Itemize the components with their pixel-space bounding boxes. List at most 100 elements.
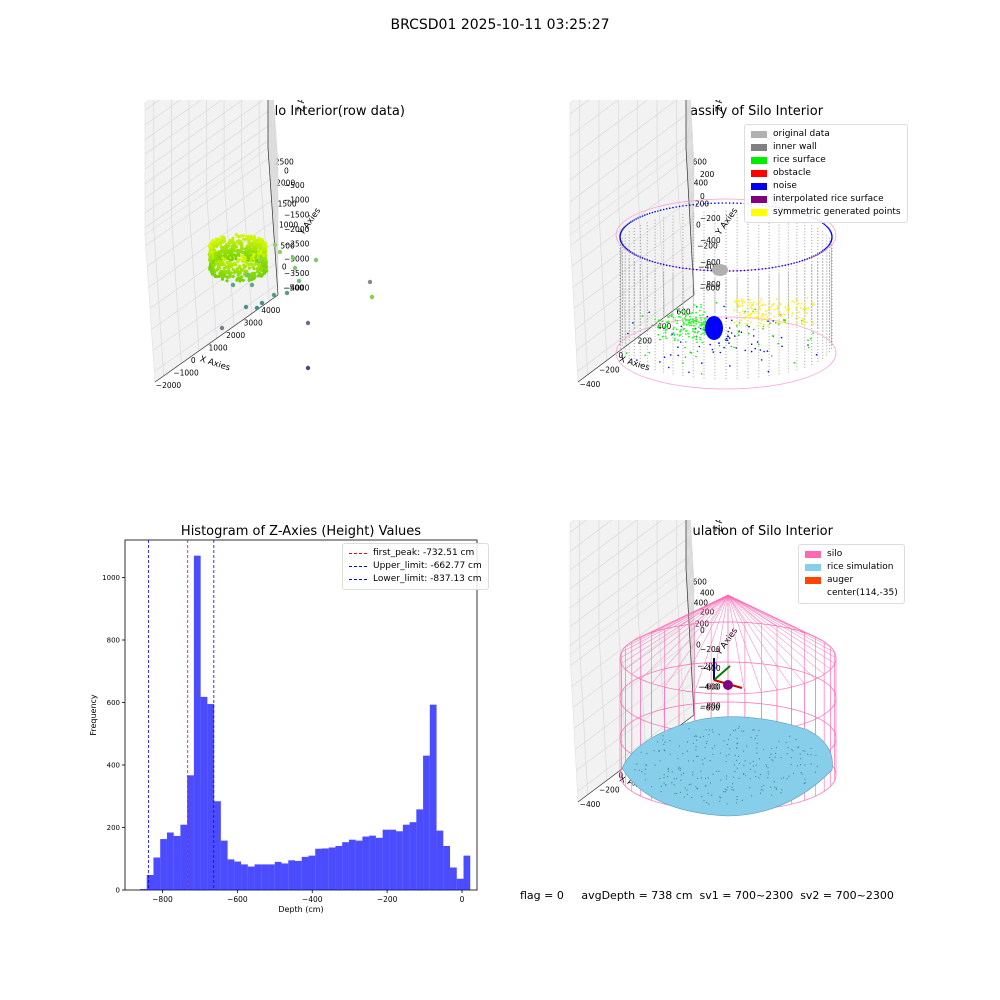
rice-mesh-point	[733, 764, 735, 766]
data-point	[221, 247, 225, 251]
noise-point	[620, 242, 623, 244]
surface-point	[772, 334, 774, 337]
data-point	[245, 272, 251, 278]
rice-mesh-point	[654, 764, 656, 766]
silo-roof-wire	[727, 594, 778, 627]
rice-mesh-point	[724, 788, 726, 790]
rice-surface-point	[701, 322, 703, 324]
rice-mesh-point	[705, 777, 707, 779]
data-point	[224, 246, 229, 250]
rice-surface-point	[700, 306, 702, 309]
histogram-bar	[321, 848, 329, 890]
data-point	[229, 265, 233, 269]
data-point	[271, 292, 277, 298]
rice-mesh-point	[752, 729, 754, 731]
rice-mesh-point	[697, 777, 699, 779]
rice-mesh-point	[732, 776, 735, 778]
noise-point	[790, 263, 793, 265]
noise-point	[830, 240, 832, 243]
noise-point	[635, 218, 637, 220]
rice-mesh-point	[705, 742, 708, 745]
rice-surface-point	[658, 327, 660, 329]
symmetric-point	[795, 307, 798, 310]
surface-point	[727, 335, 729, 338]
legend-entry-symmetric-generated-points: symmetric generated points	[751, 206, 901, 219]
surface-point	[695, 335, 698, 338]
grid-line	[144, 100, 223, 155]
noise-point	[688, 204, 691, 206]
rice-mesh-point	[695, 786, 697, 788]
noise-point	[629, 251, 632, 253]
grid-line	[574, 662, 692, 750]
noise-point	[829, 242, 832, 244]
data-point	[242, 234, 246, 238]
z-tick-label: −3500	[284, 269, 310, 278]
surface-point	[679, 341, 682, 343]
noise-point	[675, 266, 677, 268]
surface-point	[661, 335, 664, 338]
noise-point	[740, 202, 742, 205]
noise-point	[736, 202, 738, 204]
data-point	[255, 262, 260, 266]
z-axis-label: Z Axies (Depth)	[715, 100, 725, 112]
data-point	[256, 269, 260, 274]
z-tick-label: −3000	[284, 254, 310, 263]
surface-point	[724, 338, 727, 341]
data-point	[221, 260, 225, 264]
data-point	[262, 260, 266, 264]
symmetric-point	[770, 312, 772, 315]
silo-roof-wire	[678, 594, 729, 691]
data-point	[225, 279, 229, 283]
data-point	[216, 239, 220, 243]
z-tick-label: 0	[700, 192, 705, 201]
symmetric-point	[804, 305, 806, 307]
noise-point	[672, 265, 674, 268]
rice-mesh-point	[765, 764, 767, 766]
symmetric-point	[767, 324, 769, 327]
surface-point	[682, 362, 684, 364]
noise-point	[787, 263, 790, 266]
rice-surface-point	[681, 319, 684, 321]
histogram-bar	[261, 864, 269, 891]
rice-surface-point	[697, 326, 700, 328]
y-tick-label: 400	[107, 762, 120, 770]
silo-roof-wire	[694, 594, 729, 624]
y-axis-line	[685, 567, 695, 716]
rice-surface-point	[687, 323, 689, 326]
symmetric-point	[733, 309, 735, 312]
noise-point	[828, 228, 830, 230]
rice-surface-point	[688, 324, 691, 327]
surface-point	[740, 331, 743, 334]
data-point	[240, 268, 244, 272]
noise-point	[637, 255, 639, 257]
noise-point	[771, 266, 774, 269]
rice-surface-point	[700, 303, 702, 306]
rice-mesh-point	[715, 770, 718, 772]
surface-point	[695, 338, 697, 340]
rice-mesh-point	[754, 771, 756, 773]
data-point	[221, 249, 226, 253]
data-point	[225, 260, 229, 265]
symmetric-point	[805, 307, 807, 310]
rice-surface-point	[673, 326, 675, 329]
silo-roof-wire	[727, 594, 831, 670]
grid-line	[144, 100, 181, 126]
rice-mesh-point	[744, 760, 746, 762]
rice-mesh-point	[725, 778, 727, 780]
surface-point	[680, 325, 683, 328]
symmetric-point	[787, 306, 790, 308]
rice-mesh-point	[751, 795, 753, 797]
rice-mesh-point	[711, 794, 713, 796]
classify-3d-axes: −400−20002004006006004002000−200−400−600…	[569, 100, 837, 390]
y-axis-line	[267, 147, 279, 296]
silo-roof-wire	[664, 594, 729, 630]
noise-point	[619, 235, 621, 237]
rice-mesh-point	[663, 782, 665, 784]
symmetric-point	[762, 315, 765, 317]
rice-mesh-point	[662, 739, 664, 741]
surface-point	[750, 343, 753, 345]
rice-surface-point	[692, 318, 694, 321]
data-point	[369, 294, 375, 300]
rice-surface-point	[676, 333, 679, 336]
rice-mesh-point	[729, 748, 731, 750]
